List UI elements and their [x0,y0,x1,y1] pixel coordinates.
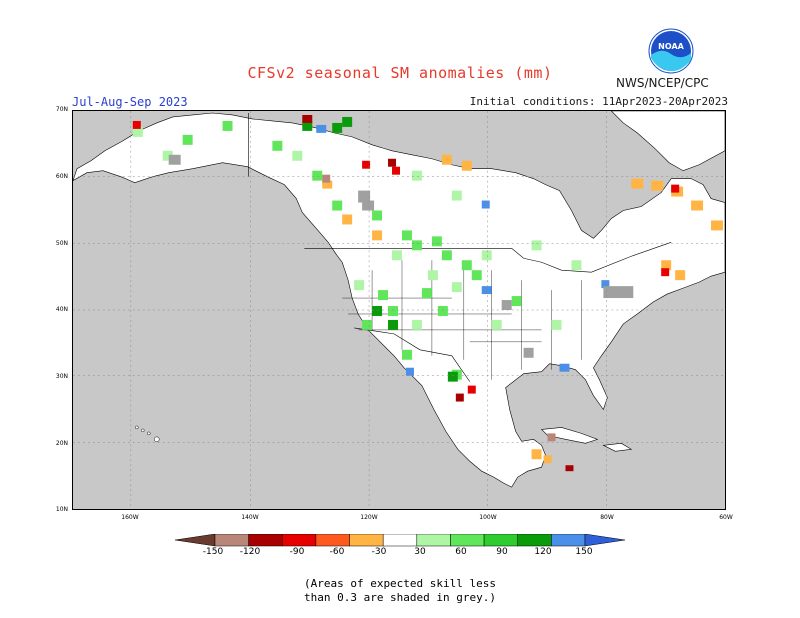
skill-note-line-2: than 0.3 are shaded in grey.) [303,591,497,604]
anomaly-map [72,110,726,510]
legend-swatch [315,534,350,547]
land-hawaii [135,425,160,443]
legend-swatch [214,534,249,547]
legend-swatches [175,534,625,547]
legend-label: -90 [289,547,305,557]
legend-swatch [450,534,485,547]
agency-label: NWS/NCEP/CPC [616,76,709,90]
skill-note: (Areas of expected skill less than 0.3 a… [0,577,800,605]
legend-label: -30 [371,547,387,557]
anomaly-cells [132,114,724,472]
lat-label-70n: 70N [55,106,68,113]
legend-swatch [517,534,552,547]
legend-swatch [248,534,283,547]
noaa-logo: NOAA [648,28,694,74]
lon-label-140w: 140W [241,514,259,521]
us-canada-border [304,242,672,273]
lon-label-80w: 80W [600,514,614,521]
legend-swatch [382,534,418,547]
us-mexico-border [354,327,471,382]
initial-conditions-label: Initial conditions: 11Apr2023-20Apr2023 [469,95,728,108]
land-hispaniola [602,443,633,452]
legend-label: 30 [414,547,426,557]
legend-label: -60 [329,547,345,557]
legend-swatch [282,534,317,547]
lat-label-40n: 40N [55,306,68,313]
legend-swatch [349,534,384,547]
lon-label-100w: 100W [479,514,497,521]
legend-label: -150 [202,547,224,557]
legend-label: 120 [534,547,552,557]
land-greenland [610,111,725,172]
lat-label-50n: 50N [55,240,68,247]
map-title: CFSv2 seasonal SM anomalies (mm) [247,64,553,82]
legend-label: 150 [575,547,593,557]
lat-label-20n: 20N [55,440,68,447]
lat-label-60n: 60N [55,173,68,180]
legend-swatch [551,534,586,547]
lat-label-10n: 10N [55,506,68,513]
legend-label: -120 [239,547,261,557]
legend-arrow-low [175,534,216,547]
skill-note-line-1: (Areas of expected skill less [303,577,497,590]
lon-label-120w: 120W [360,514,378,521]
lat-label-30n: 30N [55,373,68,380]
graticule [73,111,725,509]
legend-swatch [483,534,518,547]
color-legend [175,534,625,547]
legend-label: 60 [455,547,467,557]
legend-arrow-high [584,534,625,547]
logo-text: NOAA [658,42,684,51]
legend-label: 90 [496,547,508,557]
legend-swatch [416,534,451,547]
season-label: Jul-Aug-Sep 2023 [72,95,188,109]
lon-label-160w: 160W [121,514,139,521]
land-north-america [73,112,725,488]
lon-label-60w: 60W [719,514,733,521]
